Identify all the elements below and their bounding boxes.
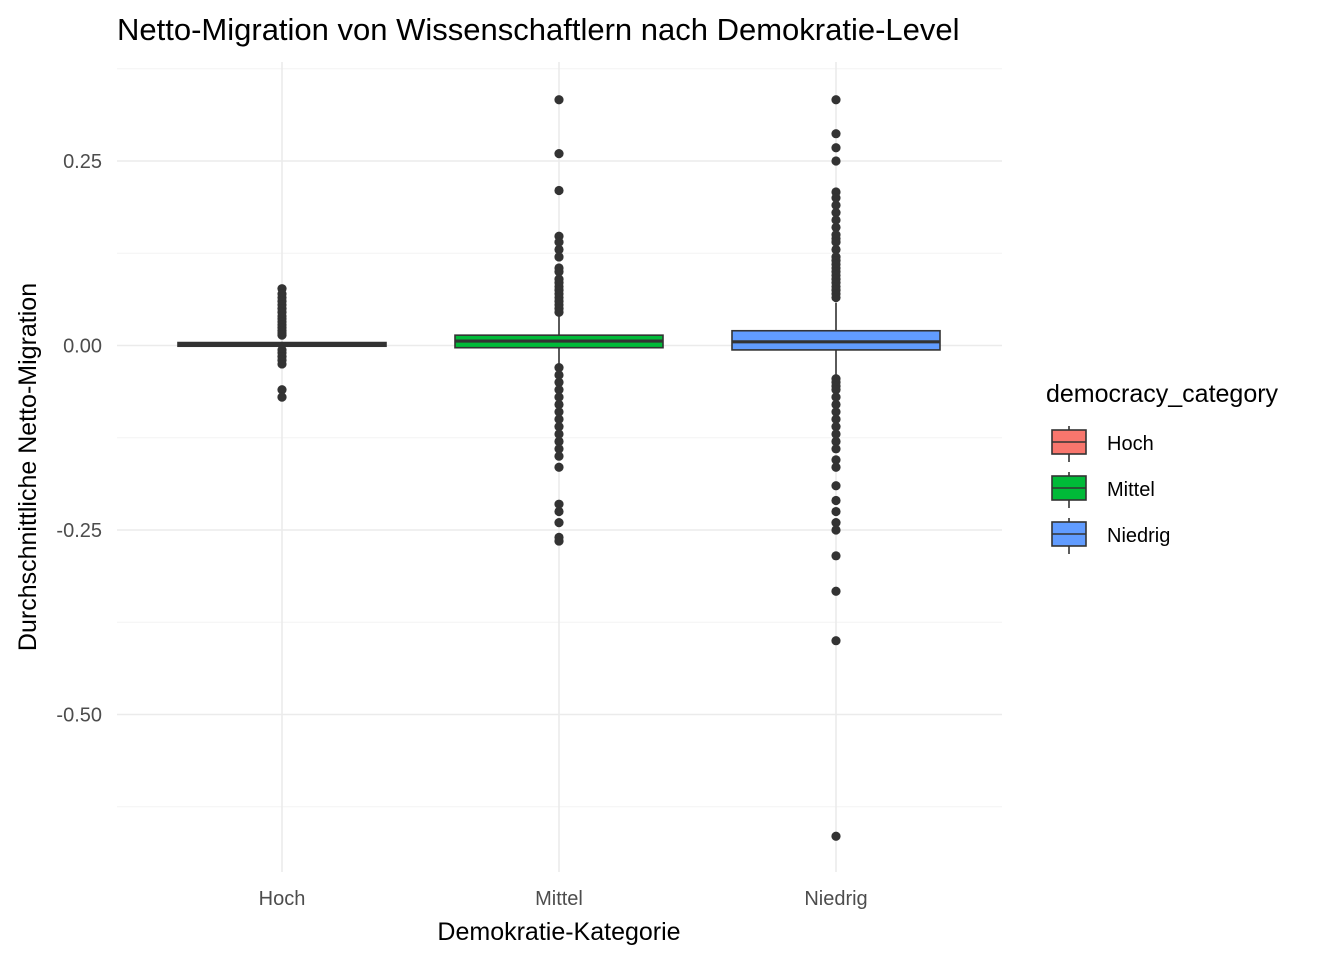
outlier-point (831, 143, 841, 153)
outlier-point (831, 518, 841, 528)
outlier-point (831, 462, 841, 472)
outlier-point (831, 429, 841, 439)
x-axis-title: Demokratie-Kategorie (437, 918, 680, 946)
legend: democracy_category Hoch Mittel Niedrig (1046, 380, 1279, 554)
outlier-point (554, 370, 564, 380)
outlier-point (554, 95, 564, 105)
outlier-point (554, 407, 564, 417)
x-tick-label: Hoch (259, 888, 306, 910)
outlier-point (831, 399, 841, 410)
legend-label: Hoch (1107, 433, 1154, 455)
outlier-point (277, 359, 287, 369)
outlier-point (554, 422, 564, 432)
outlier-point (554, 237, 564, 247)
outlier-point (831, 586, 841, 596)
y-tick-label: 0.00 (63, 336, 102, 358)
outlier-point (554, 385, 564, 395)
outlier-point (831, 129, 841, 139)
y-axis-ticks: 0.25 0.00 -0.25 -0.50 (56, 151, 102, 727)
outlier-point (831, 551, 841, 561)
box-mittel (454, 95, 664, 546)
outlier-point (831, 506, 841, 517)
box-niedrig (731, 95, 941, 841)
outlier-point (554, 444, 564, 454)
legend-item-hoch: Hoch (1051, 426, 1154, 462)
legend-title: democracy_category (1046, 380, 1279, 408)
legend-label: Niedrig (1107, 525, 1170, 547)
y-axis-title: Durchschnittliche Netto-Migration (14, 283, 42, 651)
outlier-point (554, 414, 564, 424)
outlier-point (554, 185, 564, 196)
outlier-point (554, 536, 564, 546)
outlier-point (831, 208, 841, 218)
outlier-point (554, 451, 564, 461)
outlier-point (831, 455, 841, 465)
outlier-point (831, 436, 841, 447)
outlier-point (277, 330, 287, 340)
outlier-point (831, 156, 841, 166)
outlier-point (831, 200, 841, 210)
outlier-point (831, 481, 841, 491)
outlier-point (831, 414, 841, 424)
outlier-point (554, 429, 564, 439)
outlier-point (831, 215, 841, 225)
y-tick-label: -0.25 (56, 520, 102, 542)
outlier-point (831, 95, 841, 105)
boxes (177, 95, 941, 841)
y-tick-label: 0.25 (63, 151, 102, 173)
outlier-point (831, 495, 841, 506)
outlier-point (554, 307, 564, 317)
outlier-point (554, 149, 564, 159)
y-tick-label: -0.50 (56, 705, 102, 727)
outlier-point (554, 399, 564, 410)
outlier-point (554, 436, 564, 447)
outlier-point (831, 193, 841, 203)
outlier-point (554, 377, 564, 387)
box-hoch (177, 284, 387, 402)
outlier-point (831, 222, 841, 233)
outlier-point (831, 831, 841, 841)
outlier-point (554, 363, 564, 373)
outlier-point (554, 267, 564, 277)
outlier-point (831, 407, 841, 417)
outlier-point (554, 518, 564, 528)
outlier-point (831, 444, 841, 454)
outlier-point (554, 462, 564, 472)
outlier-point (831, 636, 841, 646)
outlier-point (831, 525, 841, 535)
legend-item-mittel: Mittel (1051, 472, 1155, 508)
outlier-point (554, 506, 564, 517)
outlier-point (554, 499, 564, 509)
legend-label: Mittel (1107, 479, 1155, 501)
outlier-point (554, 244, 564, 255)
x-tick-label: Mittel (535, 888, 583, 910)
outlier-point (554, 252, 564, 262)
outlier-point (831, 237, 841, 247)
outlier-point (831, 385, 841, 395)
legend-item-niedrig: Niedrig (1051, 518, 1170, 554)
outlier-point (277, 385, 287, 395)
outlier-point (831, 422, 841, 432)
outlier-point (831, 244, 841, 255)
x-tick-label: Niedrig (804, 888, 867, 910)
chart-title: Netto-Migration von Wissenschaftlern nac… (117, 12, 960, 47)
outlier-point (831, 292, 841, 303)
outlier-point (277, 392, 287, 402)
outlier-point (831, 392, 841, 402)
outlier-point (554, 392, 564, 402)
x-axis-ticks: Hoch Mittel Niedrig (259, 888, 868, 910)
